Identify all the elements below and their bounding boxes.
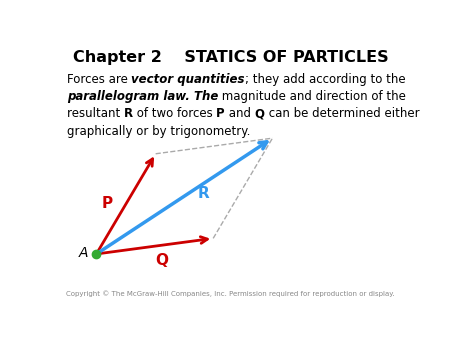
Text: vector quantities: vector quantities	[131, 73, 245, 86]
Text: Q: Q	[255, 107, 265, 120]
Text: Q: Q	[155, 253, 168, 268]
Text: Copyright © The McGraw-Hill Companies, Inc. Permission required for reproduction: Copyright © The McGraw-Hill Companies, I…	[66, 290, 395, 297]
Text: resultant: resultant	[67, 107, 124, 120]
Text: ; they add according to the: ; they add according to the	[245, 73, 405, 86]
Text: R: R	[124, 107, 133, 120]
Text: A: A	[78, 246, 88, 260]
Text: can be determined either: can be determined either	[265, 107, 419, 120]
Text: P: P	[101, 196, 112, 211]
Text: P: P	[216, 107, 225, 120]
Text: parallelogram law. The: parallelogram law. The	[67, 90, 218, 103]
Text: and: and	[225, 107, 255, 120]
Text: Forces are: Forces are	[67, 73, 131, 86]
Text: R: R	[198, 186, 209, 201]
Text: magnitude and direction of the: magnitude and direction of the	[218, 90, 406, 103]
Text: graphically or by trigonometry.: graphically or by trigonometry.	[67, 125, 250, 138]
Text: Chapter 2    STATICS OF PARTICLES: Chapter 2 STATICS OF PARTICLES	[73, 50, 388, 65]
Text: of two forces: of two forces	[133, 107, 216, 120]
